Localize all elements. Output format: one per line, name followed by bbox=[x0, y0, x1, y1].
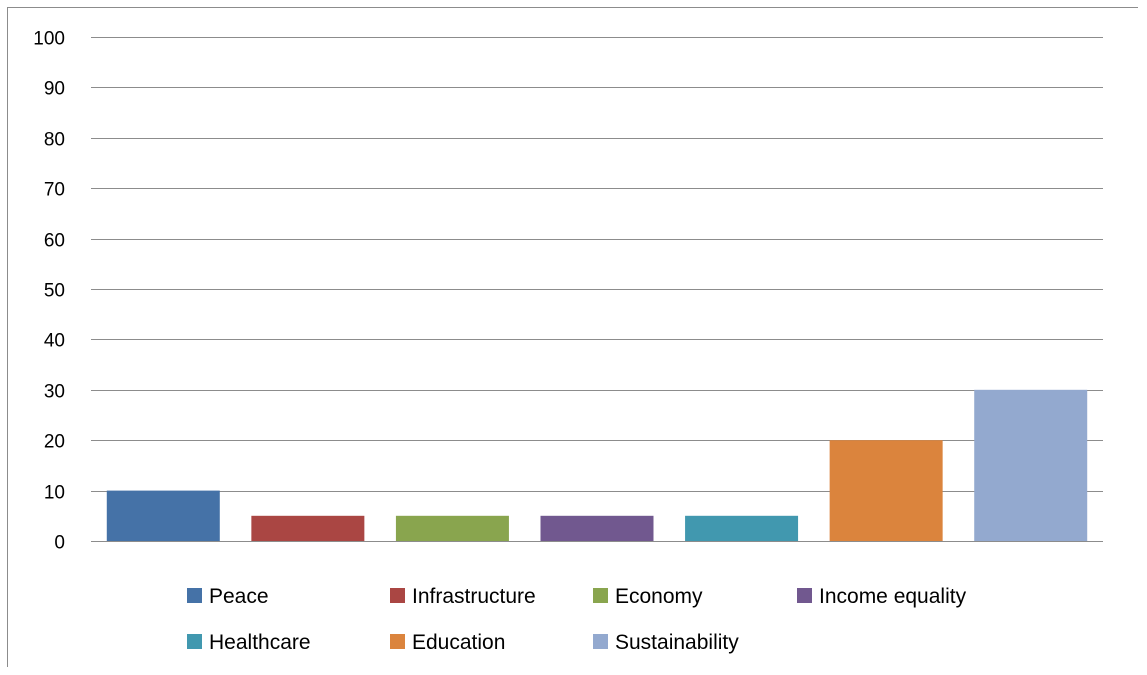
legend-swatch-sustainability bbox=[593, 634, 608, 649]
bar-education bbox=[829, 440, 943, 541]
legend-swatch-peace bbox=[187, 588, 202, 603]
chart-frame bbox=[7, 7, 1138, 667]
legend-swatch-income-equality bbox=[797, 588, 812, 603]
legend-label-sustainability: Sustainability bbox=[615, 631, 739, 654]
legend-label-peace: Peace bbox=[209, 585, 269, 608]
bar-income-equality bbox=[540, 515, 654, 541]
y-tick-label-90: 90 bbox=[44, 79, 65, 100]
bar-peace bbox=[106, 490, 220, 541]
legend-label-economy: Economy bbox=[615, 585, 703, 608]
y-tick-label-20: 20 bbox=[44, 432, 65, 453]
bar-sustainability bbox=[974, 389, 1088, 541]
y-tick-label-30: 30 bbox=[44, 382, 65, 403]
y-tick-label-40: 40 bbox=[44, 331, 65, 352]
legend-label-income-equality: Income equality bbox=[819, 585, 967, 608]
y-tick-label-10: 10 bbox=[44, 483, 65, 504]
y-tick-label-50: 50 bbox=[44, 281, 65, 302]
legend-label-healthcare: Healthcare bbox=[209, 631, 311, 654]
y-tick-label-60: 60 bbox=[44, 231, 65, 252]
bar-economy bbox=[395, 515, 509, 541]
legend-swatch-healthcare bbox=[187, 634, 202, 649]
bar-infrastructure bbox=[251, 515, 365, 541]
y-axis-tick-labels: 0 10 20 30 40 50 60 70 80 90 100 bbox=[33, 29, 65, 554]
legend-label-infrastructure: Infrastructure bbox=[412, 585, 536, 608]
legend-swatch-economy bbox=[593, 588, 608, 603]
bars bbox=[106, 389, 1088, 541]
legend-label-education: Education bbox=[412, 631, 505, 654]
gridlines bbox=[91, 37, 1103, 542]
legend-swatch-education bbox=[390, 634, 405, 649]
y-tick-label-80: 80 bbox=[44, 130, 65, 151]
y-tick-label-70: 70 bbox=[44, 180, 65, 201]
legend: Peace Infrastructure Economy Income equalit… bbox=[187, 585, 967, 654]
bar-healthcare bbox=[685, 515, 799, 541]
legend-swatch-infrastructure bbox=[390, 588, 405, 603]
y-tick-label-0: 0 bbox=[54, 533, 65, 554]
y-tick-label-100: 100 bbox=[33, 29, 65, 50]
